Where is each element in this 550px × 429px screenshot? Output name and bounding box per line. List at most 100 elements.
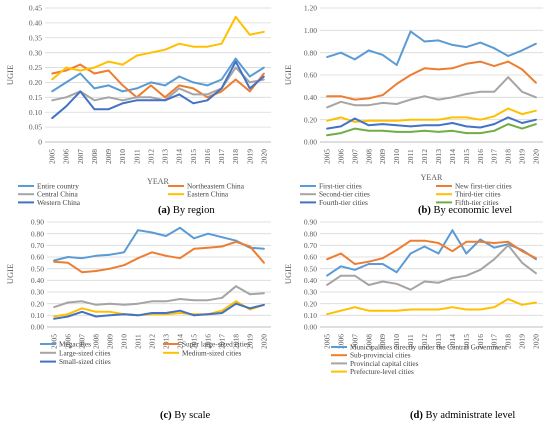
y-tick-label: 0.60 bbox=[31, 253, 44, 262]
x-tick-label: 2014 bbox=[175, 149, 184, 164]
data-point bbox=[121, 63, 124, 66]
data-point bbox=[493, 258, 496, 261]
x-tick-label: 2012 bbox=[146, 149, 155, 164]
x-tick-label: 2019 bbox=[518, 334, 527, 349]
data-point bbox=[234, 78, 237, 81]
y-tick-label: 0.40 bbox=[304, 93, 317, 102]
data-point bbox=[535, 96, 537, 99]
caption-label: (d) bbox=[410, 410, 423, 421]
y-tick-label: 0.10 bbox=[29, 108, 42, 117]
y-tick-label: 0.20 bbox=[304, 115, 317, 124]
data-point bbox=[221, 245, 223, 248]
series-line-3 bbox=[326, 244, 537, 291]
data-point bbox=[93, 66, 96, 69]
series-line-5 bbox=[51, 60, 265, 119]
legend-label: Provincial capital cities bbox=[350, 359, 419, 368]
data-point bbox=[206, 45, 209, 48]
data-point bbox=[353, 127, 356, 130]
data-point bbox=[353, 104, 356, 107]
data-point bbox=[178, 87, 181, 90]
data-point bbox=[479, 126, 482, 129]
data-point bbox=[423, 95, 426, 98]
data-point bbox=[135, 54, 138, 57]
y-tick-label: 0.80 bbox=[31, 229, 44, 238]
data-point bbox=[234, 66, 237, 69]
legend-label: Northeastern China bbox=[187, 182, 245, 191]
data-point bbox=[81, 307, 83, 310]
x-tick-label: 2006 bbox=[336, 334, 345, 349]
data-point bbox=[409, 288, 412, 291]
data-point bbox=[150, 99, 152, 102]
series-line-1 bbox=[53, 226, 265, 262]
legend-label: First-tier cities bbox=[319, 182, 362, 191]
data-point bbox=[135, 99, 138, 102]
chart-panel-b: 0.00 0.20 0.40 0.60 0.80 1.00 1.20 2005 2006 2007… bbox=[283, 4, 543, 216]
data-point bbox=[437, 308, 440, 311]
data-point bbox=[437, 124, 440, 127]
data-point bbox=[248, 75, 251, 78]
data-point bbox=[263, 261, 265, 264]
legend-label: Second-tier cities bbox=[319, 190, 370, 199]
x-tick-label: 2014 bbox=[176, 334, 185, 349]
legend-label: Western China bbox=[37, 198, 81, 207]
data-point bbox=[535, 123, 537, 126]
data-point bbox=[220, 78, 223, 81]
data-point bbox=[493, 47, 496, 50]
data-point bbox=[193, 237, 195, 240]
data-point bbox=[437, 281, 440, 284]
chart-panel-a: 0 0.05 0.10 0.15 0.20 0.25 0.30 0.35 0.40 0.45 200… bbox=[5, 4, 271, 216]
y-tick-label: 0.60 bbox=[304, 253, 317, 262]
data-point bbox=[150, 81, 152, 84]
data-point bbox=[367, 263, 370, 265]
data-point bbox=[381, 119, 384, 122]
x-tick-label: 2013 bbox=[161, 149, 170, 164]
data-point bbox=[521, 261, 523, 264]
data-point bbox=[367, 49, 370, 52]
legend-label: Entire country bbox=[37, 182, 79, 191]
series-line-1 bbox=[326, 229, 537, 277]
data-point bbox=[423, 118, 426, 121]
data-point bbox=[179, 298, 181, 300]
series-line-3 bbox=[53, 285, 265, 309]
data-point bbox=[234, 16, 237, 18]
data-point bbox=[367, 309, 370, 312]
data-point bbox=[381, 123, 384, 126]
y-axis-label: UGIE bbox=[283, 264, 293, 284]
data-point bbox=[409, 74, 412, 76]
data-point bbox=[123, 264, 125, 267]
y-tick-label: 0 bbox=[38, 138, 42, 147]
data-point bbox=[326, 56, 328, 59]
x-tick-label: 2008 bbox=[364, 149, 373, 164]
data-point bbox=[263, 292, 265, 295]
caption-text: By scale bbox=[172, 410, 211, 421]
data-point bbox=[179, 257, 181, 260]
data-point bbox=[535, 109, 537, 112]
data-point bbox=[326, 274, 328, 277]
data-point bbox=[192, 93, 195, 96]
data-point bbox=[535, 301, 537, 304]
data-point bbox=[235, 285, 237, 288]
data-point bbox=[451, 229, 454, 232]
y-tick-label: 0.45 bbox=[29, 4, 42, 13]
legend-label: Central China bbox=[37, 190, 78, 199]
data-point bbox=[165, 312, 167, 314]
data-point bbox=[263, 247, 265, 250]
data-point bbox=[263, 30, 265, 33]
data-point bbox=[137, 314, 139, 317]
data-point bbox=[395, 271, 398, 274]
data-point bbox=[165, 300, 167, 303]
series-line-2 bbox=[53, 240, 265, 274]
data-point bbox=[493, 242, 496, 244]
legend-label: Eastern China bbox=[187, 190, 229, 199]
series-line-1 bbox=[326, 30, 537, 66]
x-tick-label: 2007 bbox=[350, 334, 359, 349]
data-point bbox=[123, 303, 125, 306]
data-point bbox=[353, 268, 356, 271]
data-point bbox=[263, 66, 265, 69]
data-point bbox=[493, 246, 496, 249]
x-tick-label: 2005 bbox=[50, 334, 59, 349]
data-point bbox=[521, 303, 523, 306]
y-tick-label: 0.30 bbox=[304, 288, 317, 297]
data-point bbox=[135, 87, 138, 90]
data-point bbox=[151, 300, 153, 303]
